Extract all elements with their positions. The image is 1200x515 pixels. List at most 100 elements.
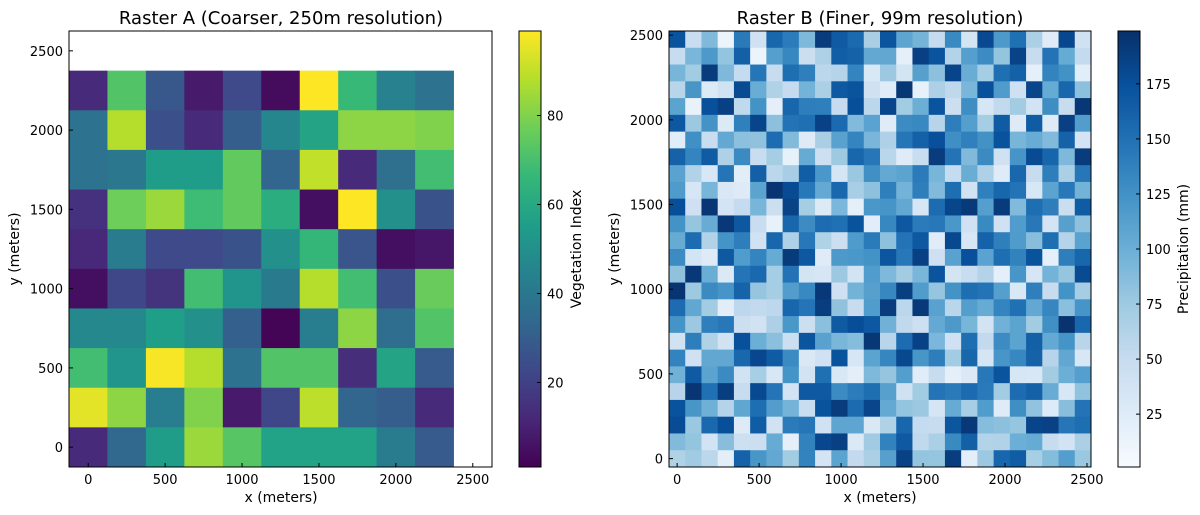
panel-b-cell [717, 416, 735, 434]
panel-b-cell [1009, 198, 1027, 216]
panel-b-cell [831, 47, 848, 65]
panel-a-cell [107, 70, 147, 111]
panel-b-cell [1009, 31, 1027, 49]
panel-b-cell [750, 47, 767, 65]
panel-b-cell [701, 366, 719, 384]
panel-b-cell [1009, 181, 1027, 200]
panel-b-cell [928, 366, 946, 384]
panel-b-cell [896, 399, 913, 418]
panel-b-cell [1058, 181, 1076, 200]
panel-b-cell [766, 282, 784, 300]
panel-a-cell [415, 229, 454, 270]
panel-b-cell [928, 282, 946, 300]
panel-b-cell [1026, 114, 1043, 133]
panel-a-cell [299, 189, 339, 230]
panel-b-cell [961, 416, 978, 434]
panel-b-cell [977, 131, 995, 149]
panel-b-cell [766, 81, 784, 99]
panel-b-colorbar-tick-label: 175 [1146, 78, 1171, 93]
panel-b-cell [1042, 181, 1059, 200]
panel-b-cell [701, 198, 719, 216]
panel-b-y-tick-label: 1500 [630, 199, 663, 214]
panel-b-cell [961, 433, 978, 451]
panel-b-cell [880, 81, 897, 99]
panel-b-cell [782, 282, 800, 300]
panel-a-cell [222, 70, 262, 111]
panel-b-cell [1026, 198, 1043, 216]
panel-b-cell [717, 366, 735, 384]
panel-b-cell [1042, 299, 1059, 317]
panel-b-cell [1009, 316, 1027, 334]
panel-b-cell [831, 114, 848, 133]
panel-b-cell [1074, 282, 1092, 300]
panel-a-cell [261, 387, 301, 428]
panel-b-cell [863, 215, 881, 233]
panel-b-cell [993, 148, 1011, 166]
panel-b-cell [782, 131, 800, 149]
panel-b-cell [1042, 366, 1059, 384]
panel-b-cell [1026, 148, 1043, 166]
panel-b-cell [815, 114, 832, 133]
panel-b-cell [1042, 64, 1059, 82]
panel-b-cell [733, 148, 751, 166]
panel-b-cell [685, 232, 702, 250]
panel-b-cell [928, 31, 946, 49]
panel-b-cell [815, 399, 832, 418]
panel-b-cell [1026, 64, 1043, 82]
panel-b-cell [993, 232, 1011, 250]
panel-b-cell [701, 249, 719, 267]
panel-b-cell [766, 148, 784, 166]
panel-b-cell [912, 47, 930, 65]
panel-b-x-tick-label: 500 [747, 473, 772, 488]
panel-b-cell [944, 31, 962, 49]
panel-b-cell [831, 349, 848, 367]
panel-a-cell [107, 149, 147, 190]
panel-b-cell [815, 383, 832, 401]
panel-b-cell [1058, 316, 1076, 334]
panel-b-cell [766, 131, 784, 149]
panel-b-cell [1074, 366, 1092, 384]
panel-b-cell [896, 47, 913, 65]
panel-b-cell [701, 399, 719, 418]
panel-b-cell [717, 47, 735, 65]
panel-b-cell [685, 299, 702, 317]
panel-a-x-tick-label: 2500 [456, 473, 489, 488]
panel-b-cell [685, 249, 702, 267]
panel-b-cell [1058, 215, 1076, 233]
panel-b-cell [669, 31, 686, 49]
panel-b-cell [815, 332, 832, 351]
panel-b-cell [977, 249, 995, 267]
panel-b-cell [815, 31, 832, 49]
panel-b-cell [847, 148, 865, 166]
panel-b-cell [782, 416, 800, 434]
panel-a-x-tick-label: 1500 [302, 473, 335, 488]
panel-b-cell [750, 349, 767, 367]
panel-b-cell [896, 366, 913, 384]
panel-b-cell [944, 383, 962, 401]
panel-b-cell [831, 299, 848, 317]
panel-b-cell [993, 98, 1011, 116]
panel-b-cell [961, 131, 978, 149]
panel-b-x-tick-label: 2500 [1070, 473, 1103, 488]
panel-b-cell [733, 181, 751, 200]
panel-b-cell [1042, 282, 1059, 300]
panel-b-cell [750, 64, 767, 82]
panel-b-cell [863, 383, 881, 401]
panel-b-cell [944, 316, 962, 334]
panel-a-cell [338, 308, 378, 349]
panel-b-cell [993, 282, 1011, 300]
panel-b-x-tick-label: 1000 [825, 473, 858, 488]
panel-a-frame [68, 30, 493, 468]
panel-a-cell [184, 308, 224, 349]
panel-b-cell [798, 399, 816, 418]
panel-b-cell [669, 181, 686, 200]
panel-b-cell [831, 265, 848, 283]
panel-b-cell [847, 366, 865, 384]
panel-b-cell [977, 148, 995, 166]
panel-b-cell [896, 81, 913, 99]
panel-a-cell [415, 387, 454, 428]
panel-b-cell [831, 450, 848, 468]
panel-b-cell [669, 299, 686, 317]
panel-b-cell [977, 349, 995, 367]
panel-b-cell [912, 249, 930, 267]
